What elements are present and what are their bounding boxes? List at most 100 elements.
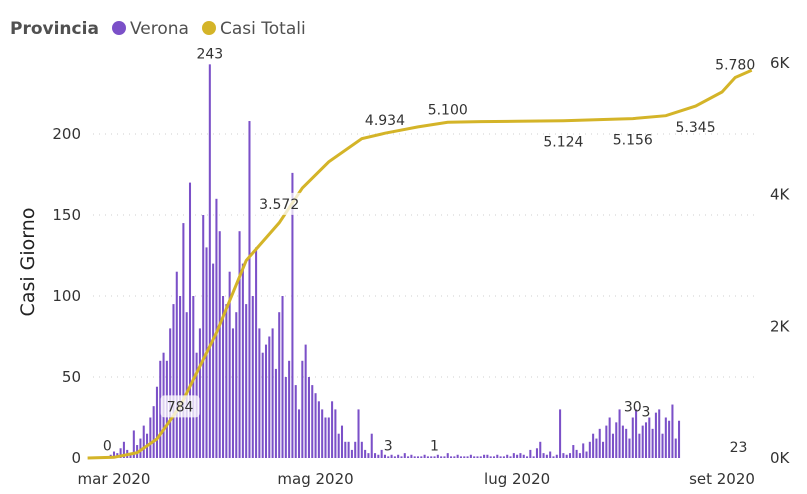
bar[interactable] — [615, 422, 618, 458]
bar[interactable] — [552, 456, 555, 458]
bar[interactable] — [483, 454, 486, 458]
legend[interactable]: Provincia Verona Casi Totali — [10, 19, 306, 39]
bar[interactable] — [390, 454, 393, 458]
bar[interactable] — [350, 449, 353, 458]
bar[interactable] — [360, 441, 363, 458]
bar[interactable] — [374, 453, 377, 458]
bar[interactable] — [450, 456, 453, 458]
bar[interactable] — [152, 406, 155, 458]
bar[interactable] — [311, 385, 314, 458]
bar[interactable] — [271, 328, 274, 458]
bar[interactable] — [625, 428, 628, 458]
bar[interactable] — [132, 430, 135, 458]
bar[interactable] — [261, 352, 264, 458]
bar[interactable] — [175, 271, 178, 458]
bar[interactable] — [658, 409, 661, 458]
bar[interactable] — [380, 449, 383, 458]
bar[interactable] — [119, 448, 122, 458]
bar[interactable] — [456, 454, 459, 458]
bar[interactable] — [572, 445, 575, 458]
bar[interactable] — [212, 263, 215, 458]
bar[interactable] — [509, 456, 512, 458]
bar[interactable] — [198, 328, 201, 458]
bar[interactable] — [588, 441, 591, 458]
bar[interactable] — [182, 223, 185, 458]
bar[interactable] — [436, 454, 439, 458]
bar[interactable] — [340, 425, 344, 458]
bar[interactable] — [443, 456, 446, 458]
bar[interactable] — [423, 454, 426, 458]
bar[interactable] — [674, 438, 677, 458]
bar[interactable] — [288, 360, 291, 458]
bar[interactable] — [129, 453, 132, 458]
bar[interactable] — [403, 453, 406, 458]
bar[interactable] — [241, 263, 244, 458]
bar[interactable] — [185, 312, 188, 458]
bar[interactable] — [668, 420, 671, 458]
bar[interactable] — [298, 409, 301, 458]
bar[interactable] — [473, 456, 476, 458]
bar[interactable] — [430, 456, 433, 458]
bar[interactable] — [284, 377, 287, 458]
bar[interactable] — [631, 417, 634, 459]
bar[interactable] — [598, 428, 601, 458]
bar[interactable] — [446, 453, 449, 458]
bar[interactable] — [112, 451, 116, 458]
bar[interactable] — [327, 417, 330, 459]
bar[interactable] — [641, 425, 644, 458]
bar[interactable] — [496, 454, 499, 458]
bar[interactable] — [592, 433, 595, 458]
bar[interactable] — [218, 231, 221, 458]
bar[interactable] — [228, 271, 231, 458]
bar[interactable] — [671, 404, 674, 458]
bar[interactable] — [172, 304, 175, 458]
bar[interactable] — [337, 433, 340, 458]
bar[interactable] — [307, 377, 310, 458]
bar[interactable] — [648, 417, 651, 459]
bar[interactable] — [549, 451, 552, 458]
bar[interactable] — [274, 368, 277, 458]
bar[interactable] — [410, 454, 413, 458]
bar[interactable] — [542, 453, 545, 458]
bar[interactable] — [169, 328, 172, 458]
bar[interactable] — [155, 386, 158, 458]
bar[interactable] — [407, 456, 410, 458]
bar[interactable] — [215, 198, 218, 459]
bar[interactable] — [188, 182, 192, 458]
bar[interactable] — [522, 454, 525, 458]
bar[interactable] — [661, 433, 664, 458]
bar[interactable] — [324, 417, 327, 459]
bar[interactable] — [559, 409, 562, 458]
bar[interactable] — [602, 441, 605, 458]
bar[interactable] — [314, 393, 317, 458]
bar[interactable] — [321, 409, 324, 458]
bar[interactable] — [529, 449, 532, 458]
bar[interactable] — [364, 449, 367, 458]
bar[interactable] — [426, 456, 429, 458]
bar[interactable] — [545, 454, 548, 458]
bar[interactable] — [578, 453, 581, 458]
bar[interactable] — [255, 247, 258, 458]
bar[interactable] — [202, 215, 205, 458]
bar[interactable] — [370, 433, 373, 458]
bar[interactable] — [555, 454, 558, 458]
bar[interactable] — [222, 296, 225, 458]
bar[interactable] — [294, 385, 297, 458]
bar[interactable] — [231, 328, 234, 458]
bar[interactable] — [611, 433, 614, 458]
bar[interactable] — [502, 456, 505, 458]
bar[interactable] — [512, 453, 515, 458]
bar[interactable] — [159, 360, 162, 458]
bar[interactable] — [638, 433, 641, 458]
bar[interactable] — [377, 454, 380, 458]
bar[interactable] — [628, 438, 631, 458]
bar[interactable] — [248, 121, 251, 458]
bar[interactable] — [344, 441, 347, 458]
bar[interactable] — [469, 454, 472, 458]
bar[interactable] — [301, 360, 304, 458]
bar[interactable] — [654, 412, 657, 458]
bar[interactable] — [664, 417, 667, 459]
bar[interactable] — [678, 420, 681, 458]
bar[interactable] — [245, 304, 248, 458]
bar[interactable] — [565, 454, 568, 458]
